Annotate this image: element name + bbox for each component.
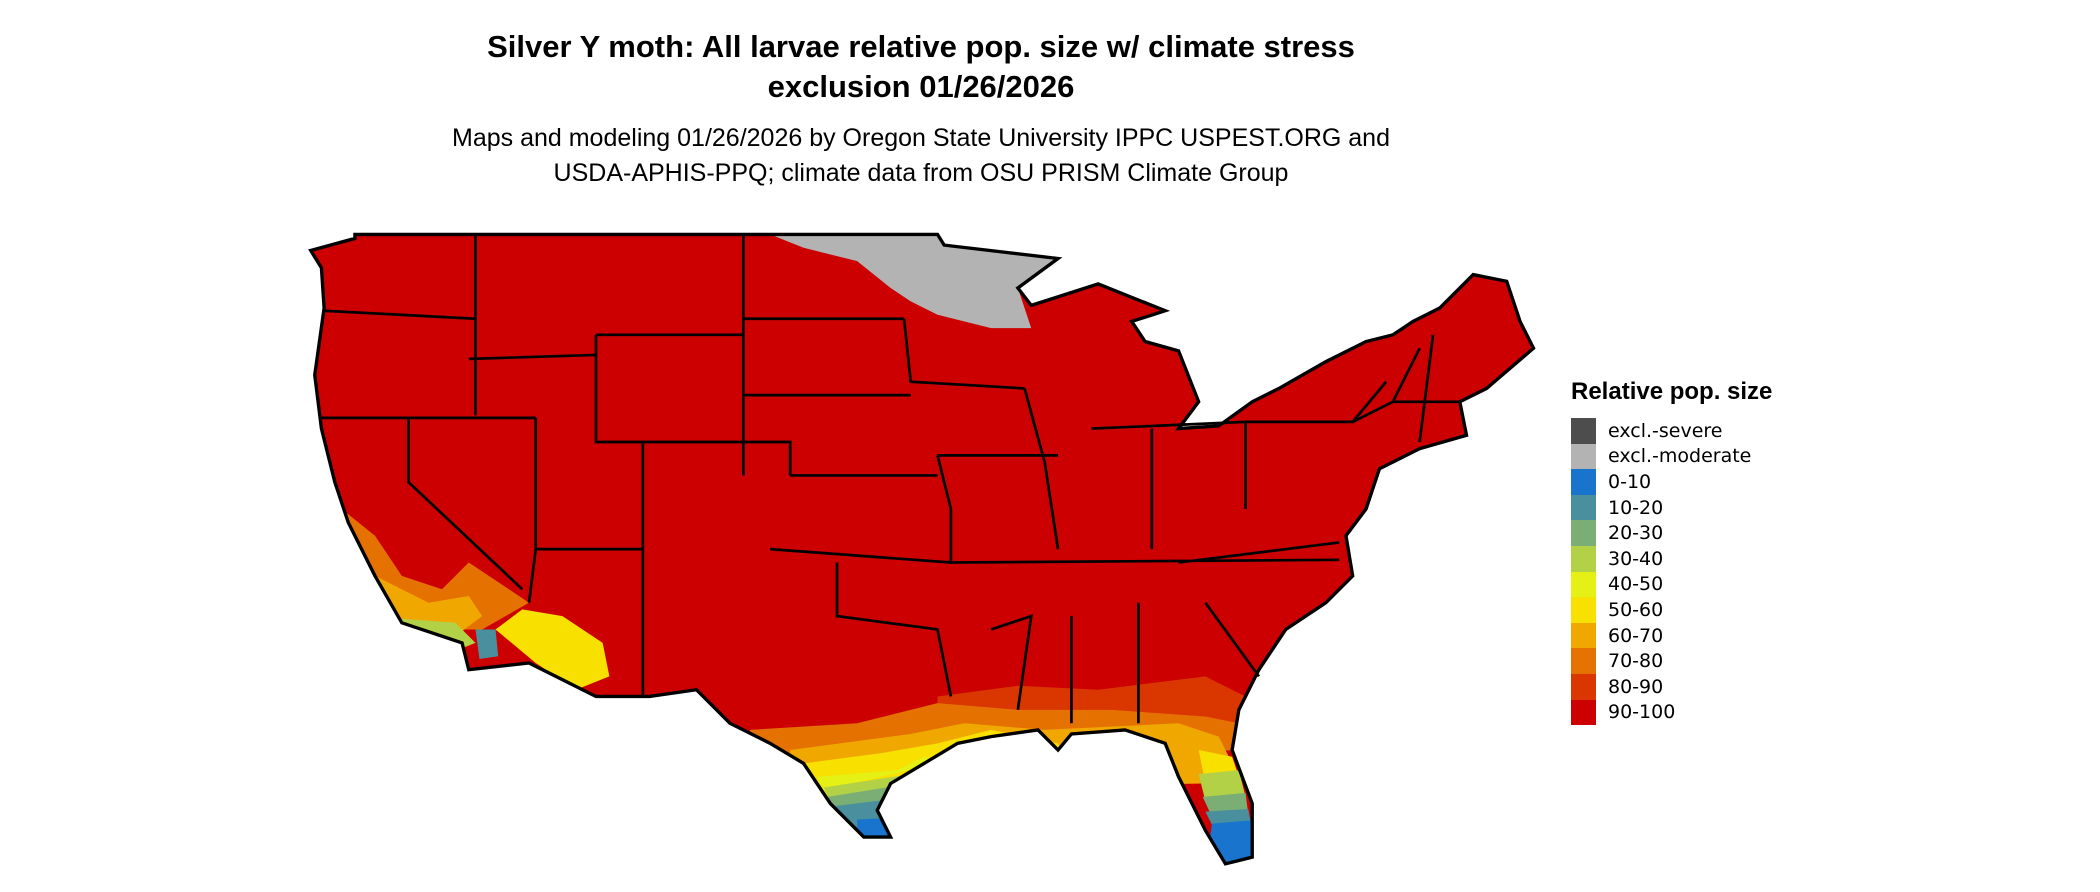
region-10-20-socal bbox=[475, 629, 499, 659]
region-excl-moderate bbox=[770, 234, 1059, 329]
legend-label: 50-60 bbox=[1608, 598, 1664, 621]
legend-item: 90-100 bbox=[1571, 699, 1772, 726]
legend-label: 0-10 bbox=[1608, 470, 1652, 493]
legend-swatch bbox=[1571, 648, 1596, 674]
legend-swatch bbox=[1571, 520, 1596, 546]
legend-label: 20-30 bbox=[1608, 522, 1664, 545]
region-40-50 bbox=[816, 756, 938, 791]
legend-item: 30-40 bbox=[1571, 545, 1772, 572]
legend-swatch bbox=[1571, 571, 1596, 598]
map-subtitle-line-1: Maps and modeling 01/26/2026 by Oregon S… bbox=[452, 124, 1390, 152]
legend-label: 60-70 bbox=[1608, 624, 1664, 647]
region-30-40-florida bbox=[1198, 770, 1246, 801]
legend-item: 10-20 bbox=[1571, 494, 1772, 521]
legend-label: 90-100 bbox=[1608, 701, 1676, 724]
legend-label: 40-50 bbox=[1608, 573, 1664, 596]
us-outline bbox=[308, 232, 1536, 866]
legend-item: 70-80 bbox=[1571, 648, 1772, 674]
legend-label: 70-80 bbox=[1608, 650, 1664, 673]
legend-item: 0-10 bbox=[1571, 469, 1772, 495]
legend-label: 30-40 bbox=[1608, 547, 1664, 570]
legend-item: 40-50 bbox=[1571, 571, 1772, 598]
legend-swatch bbox=[1571, 418, 1596, 444]
legend-title: Relative pop. size bbox=[1571, 378, 1773, 405]
legend-swatch bbox=[1571, 597, 1596, 623]
legend-label: 80-90 bbox=[1608, 675, 1664, 698]
legend-swatch bbox=[1571, 469, 1596, 495]
legend-item: 60-70 bbox=[1571, 622, 1772, 649]
legend-swatch bbox=[1571, 545, 1596, 572]
legend-label: 10-20 bbox=[1608, 496, 1664, 519]
legend: Relative pop. size excl.-severe excl.-mod… bbox=[1571, 378, 1773, 726]
legend-item: 50-60 bbox=[1571, 597, 1772, 623]
legend-label: excl.-severe bbox=[1608, 419, 1723, 442]
map-title-line-1: Silver Y moth: All larvae relative pop. … bbox=[487, 29, 1355, 64]
legend-label: excl.-moderate bbox=[1608, 445, 1752, 468]
legend-swatch bbox=[1571, 699, 1596, 726]
legend-swatch bbox=[1571, 443, 1596, 470]
legend-item: excl.-moderate bbox=[1571, 443, 1772, 470]
region-70-80-southwest bbox=[341, 508, 530, 630]
legend-item: excl.-severe bbox=[1571, 418, 1772, 444]
region-50-60-arizona bbox=[495, 609, 610, 690]
legend-swatch bbox=[1571, 494, 1596, 521]
legend-swatch bbox=[1571, 622, 1596, 649]
legend-swatch bbox=[1571, 673, 1596, 700]
legend-item: 20-30 bbox=[1571, 520, 1772, 546]
legend-item: 80-90 bbox=[1571, 673, 1772, 700]
map-subtitle-line-2: USDA-APHIS-PPQ; climate data from OSU PR… bbox=[553, 159, 1289, 187]
map-title-line-2: exclusion 01/26/2026 bbox=[767, 69, 1075, 104]
state-borders bbox=[321, 234, 1460, 724]
